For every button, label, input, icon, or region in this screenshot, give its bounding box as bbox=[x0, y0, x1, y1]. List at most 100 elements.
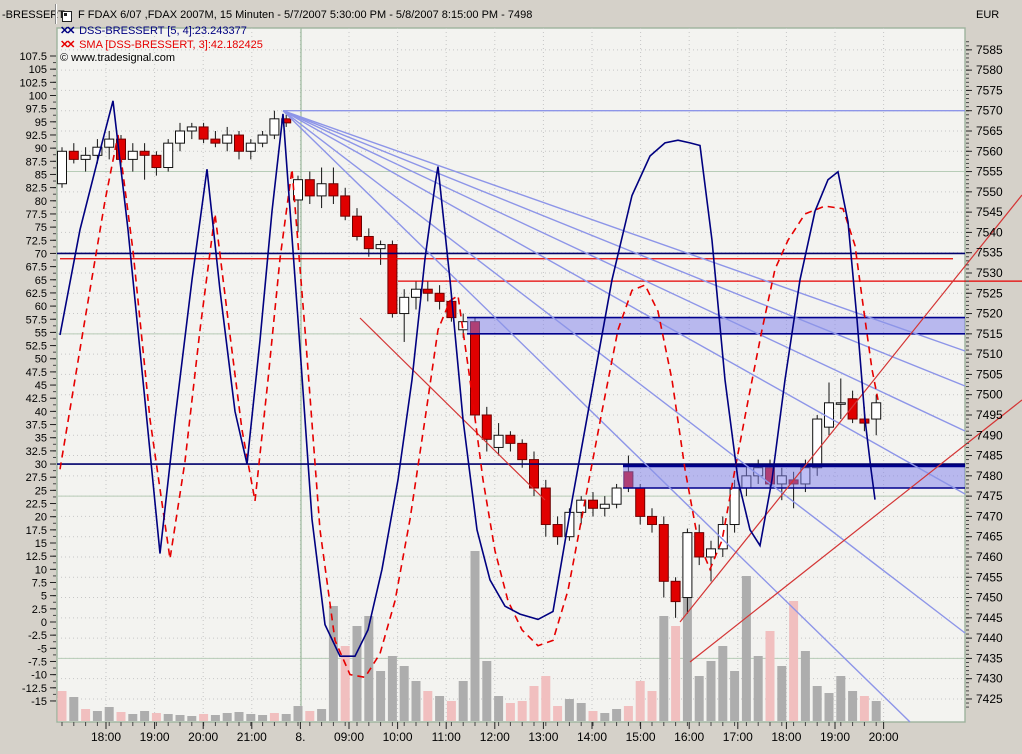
svg-text:97.5: 97.5 bbox=[26, 104, 47, 116]
svg-text:09:00: 09:00 bbox=[334, 730, 364, 744]
svg-text:5: 5 bbox=[41, 591, 47, 603]
svg-text:7430: 7430 bbox=[976, 672, 1003, 686]
svg-text:10:00: 10:00 bbox=[383, 730, 413, 744]
svg-text:7530: 7530 bbox=[976, 266, 1003, 280]
legend-row-dss[interactable]: ✕✕ DSS-BRESSERT [5, 4]:23.243377 bbox=[60, 24, 263, 38]
svg-text:10: 10 bbox=[35, 564, 47, 576]
indicator-pane-label: -BRESSERT bbox=[2, 9, 65, 21]
svg-text:82.5: 82.5 bbox=[26, 183, 47, 195]
svg-text:47.5: 47.5 bbox=[26, 367, 47, 379]
price-axis: 7585 7580 7575 7570 7565 7560 7555 7550 7545 7540… bbox=[966, 41, 1003, 708]
svg-text:7495: 7495 bbox=[976, 408, 1003, 422]
svg-text:7540: 7540 bbox=[976, 225, 1003, 239]
svg-text:92.5: 92.5 bbox=[26, 130, 47, 142]
svg-text:7575: 7575 bbox=[976, 83, 1003, 97]
svg-text:7570: 7570 bbox=[976, 104, 1003, 118]
svg-text:7450: 7450 bbox=[976, 591, 1003, 605]
svg-text:8.: 8. bbox=[295, 730, 305, 744]
svg-text:21:00: 21:00 bbox=[237, 730, 267, 744]
svg-text:42.5: 42.5 bbox=[26, 393, 47, 405]
svg-text:7510: 7510 bbox=[976, 347, 1003, 361]
svg-text:50: 50 bbox=[35, 354, 47, 366]
chart-type-icon[interactable] bbox=[62, 11, 72, 22]
svg-text:90: 90 bbox=[35, 143, 47, 155]
svg-text:15:00: 15:00 bbox=[626, 730, 656, 744]
svg-text:45: 45 bbox=[35, 380, 47, 392]
svg-text:-7.5: -7.5 bbox=[28, 656, 47, 668]
resistance-bands[interactable] bbox=[467, 316, 965, 489]
indicator-active-icon: ✕✕ bbox=[60, 25, 75, 37]
svg-text:7485: 7485 bbox=[976, 449, 1003, 463]
svg-text:7560: 7560 bbox=[976, 144, 1003, 158]
svg-text:67.5: 67.5 bbox=[26, 262, 47, 274]
svg-text:7460: 7460 bbox=[976, 550, 1003, 564]
svg-text:70: 70 bbox=[35, 248, 47, 260]
svg-text:7505: 7505 bbox=[976, 367, 1003, 381]
svg-text:7580: 7580 bbox=[976, 63, 1003, 77]
dss-bressert-line[interactable] bbox=[59, 100, 876, 658]
svg-text:107.5: 107.5 bbox=[19, 51, 47, 63]
oscillator-threshold-lines bbox=[57, 252, 965, 465]
svg-text:35: 35 bbox=[35, 433, 47, 445]
svg-text:12:00: 12:00 bbox=[480, 730, 510, 744]
svg-text:-5: -5 bbox=[37, 643, 47, 655]
svg-text:100: 100 bbox=[29, 90, 47, 102]
header-divider bbox=[55, 4, 57, 24]
svg-text:7565: 7565 bbox=[976, 124, 1003, 138]
svg-text:7.5: 7.5 bbox=[32, 578, 47, 590]
svg-text:75: 75 bbox=[35, 222, 47, 234]
svg-text:15: 15 bbox=[35, 538, 47, 550]
legend: ✕✕ DSS-BRESSERT [5, 4]:23.243377 ✕✕ SMA … bbox=[60, 24, 263, 66]
svg-text:-12.5: -12.5 bbox=[22, 683, 47, 695]
currency-label: EUR bbox=[976, 9, 1000, 21]
time-axis: 18:00 19:00 20:00 21:00 8. 09:00 10:00 11:00 12:… bbox=[61, 722, 899, 744]
legend-dss-label: DSS-BRESSERT [5, 4]:23.243377 bbox=[79, 25, 247, 37]
svg-text:95: 95 bbox=[35, 117, 47, 129]
svg-text:52.5: 52.5 bbox=[26, 341, 47, 353]
svg-text:7490: 7490 bbox=[976, 428, 1003, 442]
sma-line[interactable] bbox=[59, 134, 879, 679]
svg-text:7535: 7535 bbox=[976, 246, 1003, 260]
svg-text:55: 55 bbox=[35, 327, 47, 339]
svg-text:20: 20 bbox=[35, 512, 47, 524]
svg-text:27.5: 27.5 bbox=[26, 472, 47, 484]
svg-text:7440: 7440 bbox=[976, 631, 1003, 645]
svg-text:7435: 7435 bbox=[976, 651, 1003, 665]
svg-text:19:00: 19:00 bbox=[140, 730, 170, 744]
svg-text:11:00: 11:00 bbox=[432, 730, 461, 744]
chart-header: -BRESSERT F FDAX 6/07 ,FDAX 2007M, 15 Mi… bbox=[0, 0, 1022, 26]
svg-text:72.5: 72.5 bbox=[26, 235, 47, 247]
svg-text:17.5: 17.5 bbox=[26, 525, 47, 537]
svg-text:20:00: 20:00 bbox=[869, 730, 899, 744]
svg-text:102.5: 102.5 bbox=[19, 77, 47, 89]
svg-text:7585: 7585 bbox=[976, 43, 1003, 57]
svg-text:-15: -15 bbox=[31, 696, 47, 708]
svg-text:32.5: 32.5 bbox=[26, 446, 47, 458]
svg-text:18:00: 18:00 bbox=[91, 730, 121, 744]
svg-text:80: 80 bbox=[35, 196, 47, 208]
svg-text:19:00: 19:00 bbox=[820, 730, 850, 744]
svg-text:7545: 7545 bbox=[976, 205, 1003, 219]
copyright-label: © www.tradesignal.com bbox=[60, 52, 176, 64]
svg-text:20:00: 20:00 bbox=[188, 730, 218, 744]
svg-text:7520: 7520 bbox=[976, 307, 1003, 321]
svg-text:7445: 7445 bbox=[976, 611, 1003, 625]
svg-text:12.5: 12.5 bbox=[26, 551, 47, 563]
svg-text:40: 40 bbox=[35, 406, 47, 418]
fan-trendlines[interactable] bbox=[282, 109, 966, 723]
svg-text:7475: 7475 bbox=[976, 489, 1003, 503]
svg-text:7515: 7515 bbox=[976, 327, 1003, 341]
svg-text:16:00: 16:00 bbox=[674, 730, 704, 744]
svg-text:62.5: 62.5 bbox=[26, 288, 47, 300]
volume-bars bbox=[57, 551, 881, 721]
legend-row-sma[interactable]: ✕✕ SMA [DSS-BRESSERT, 3]:42.182425 bbox=[60, 38, 263, 52]
svg-text:7470: 7470 bbox=[976, 509, 1003, 523]
svg-text:77.5: 77.5 bbox=[26, 209, 47, 221]
svg-text:85: 85 bbox=[35, 169, 47, 181]
svg-text:22.5: 22.5 bbox=[26, 499, 47, 511]
svg-text:60: 60 bbox=[35, 301, 47, 313]
svg-text:-2.5: -2.5 bbox=[28, 630, 47, 642]
